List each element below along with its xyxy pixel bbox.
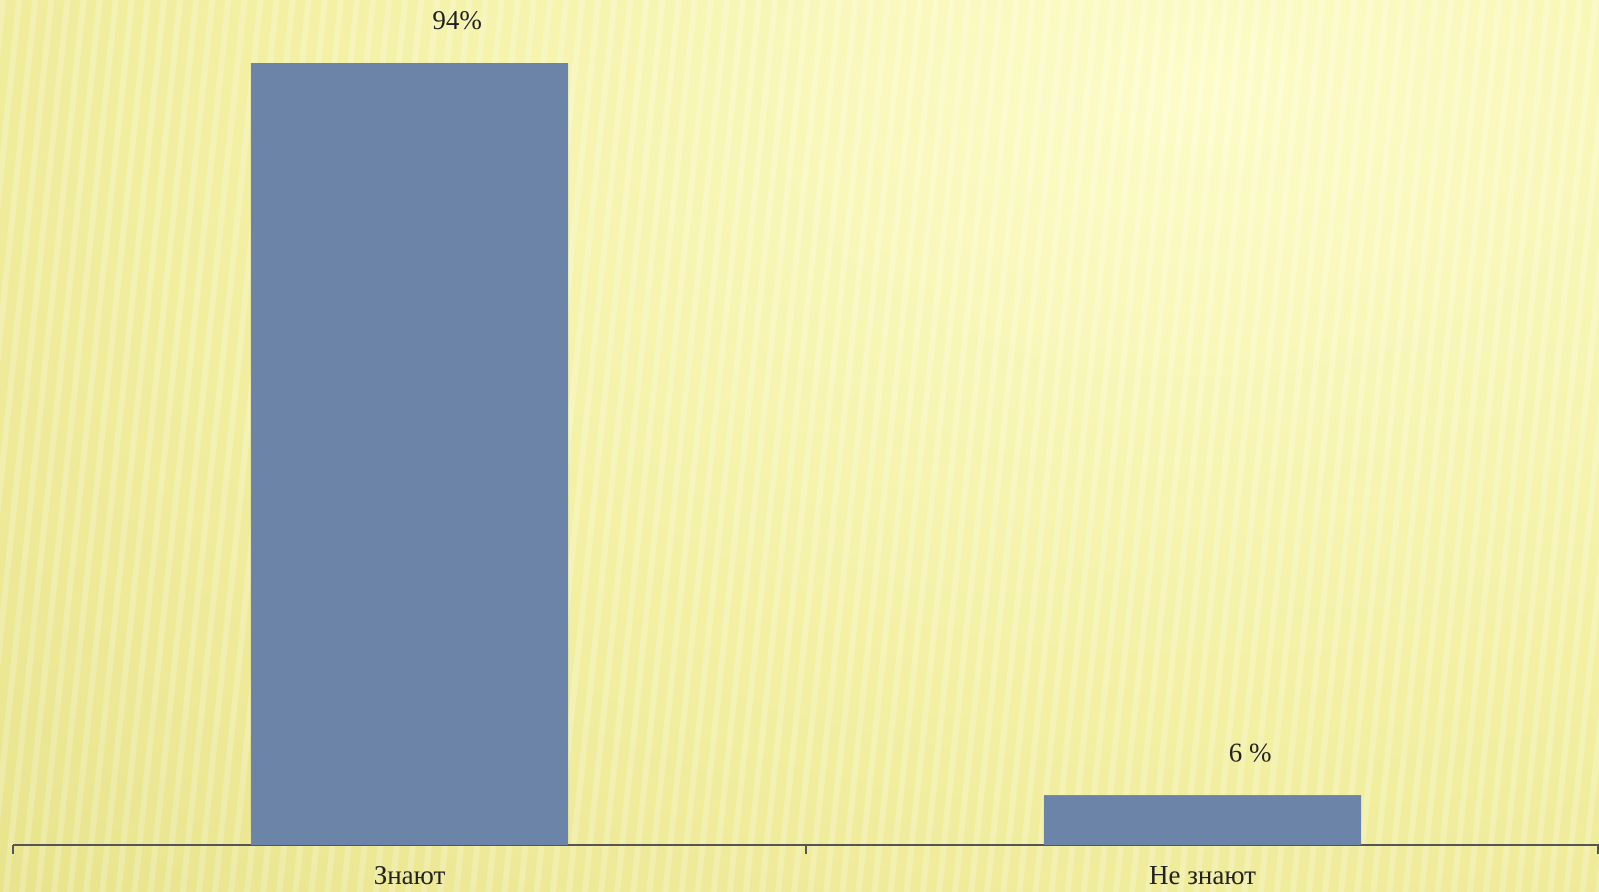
- bar: [250, 63, 569, 845]
- value-label: 94%: [432, 5, 482, 35]
- bar: [1043, 795, 1362, 845]
- x-tick-label: Знают: [374, 860, 446, 890]
- value-label: 6 %: [1229, 737, 1272, 767]
- x-tick-label: Не знают: [1149, 860, 1256, 890]
